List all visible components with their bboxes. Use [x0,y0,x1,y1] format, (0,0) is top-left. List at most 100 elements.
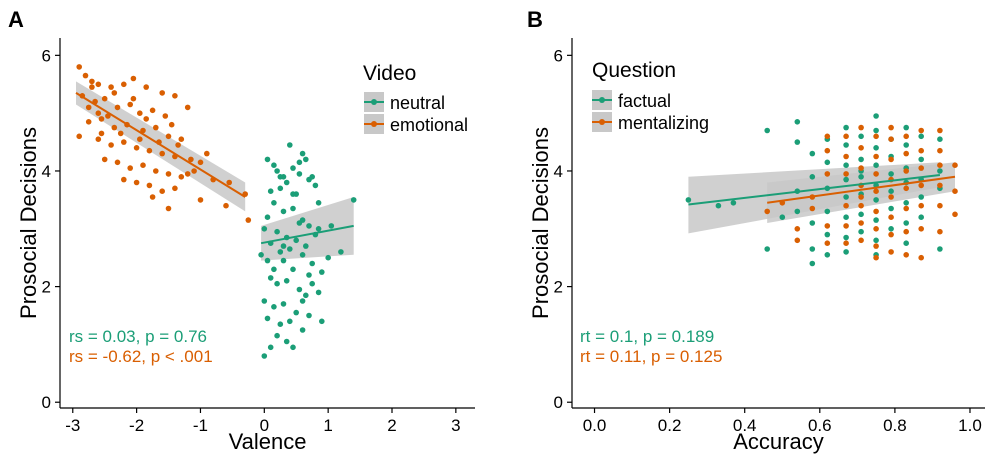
data-point-mentalizing [888,124,894,131]
data-point-emotional [98,116,105,122]
data-point-neutral [290,205,296,212]
legend-b-label-mentalizing: mentalizing [618,113,709,133]
data-point-mentalizing [764,208,770,215]
data-point-factual [730,200,737,206]
data-point-emotional [76,64,82,70]
data-point-neutral [328,223,335,229]
data-point-mentalizing [843,223,849,229]
data-point-factual [843,176,849,183]
data-point-emotional [165,171,172,177]
fit-line-neutral [260,224,354,245]
x-tick-label: 3 [451,416,460,435]
data-point-emotional [76,133,82,140]
data-point-neutral [277,321,284,328]
data-point-mentalizing [903,252,909,258]
data-point-emotional [197,159,204,166]
data-point-mentalizing [937,228,943,235]
data-point-emotional [85,119,92,125]
data-point-neutral [261,226,268,232]
data-point-neutral [264,257,271,264]
data-point-mentalizing [858,165,864,171]
data-point-mentalizing [918,202,924,209]
data-point-mentalizing [903,150,909,157]
panel-a-fit-lines [75,92,354,245]
panel-b-ticks: 0.0 0.2 0.4 0.6 0.8 1.0 0 2 4 6 [554,46,982,435]
data-point-neutral [309,280,316,287]
data-point-emotional [175,142,181,148]
data-point-factual [873,197,879,203]
legend-a-label-emotional: emotional [390,115,468,135]
data-point-mentalizing [873,153,879,160]
x-tick-label: -3 [65,416,80,435]
data-point-factual [843,234,849,241]
data-point-neutral [274,228,280,235]
data-point-neutral [319,269,325,275]
fit-line-factual [688,174,941,206]
data-point-factual [873,217,879,223]
data-point-mentalizing [794,226,801,232]
data-point-factual [873,113,879,119]
data-point-emotional [111,90,118,96]
data-point-factual [779,214,786,220]
y-tick-label: 4 [42,162,51,181]
data-point-neutral [296,286,303,293]
data-point-neutral [280,208,287,215]
data-point-mentalizing [824,133,831,140]
data-point-emotional [223,202,229,209]
data-point-emotional [95,136,102,142]
data-point-neutral [315,289,322,296]
data-point-neutral [296,220,303,226]
data-point-mentalizing [952,211,958,218]
data-point-factual [858,228,864,235]
data-point-factual [873,145,879,151]
data-point-mentalizing [918,254,924,261]
data-point-mentalizing [873,171,879,177]
data-point-factual [903,240,909,246]
data-point-emotional [165,133,172,140]
panel-b-y-label: Prosocial Decisions [528,127,553,319]
data-point-factual [903,220,909,226]
legend-b-label-factual: factual [618,91,671,111]
data-point-mentalizing [873,243,879,249]
data-point-factual [685,197,692,203]
panel-b-legend: Question factual mentalizing [592,59,709,133]
data-point-neutral [299,150,306,157]
data-point-neutral [267,344,274,351]
data-point-factual [858,211,864,218]
data-point-mentalizing [873,254,879,261]
data-point-factual [858,156,864,163]
data-point-neutral [319,318,325,325]
fit-line-emotional [75,92,246,198]
data-point-mentalizing [824,171,831,177]
data-point-neutral [290,191,296,197]
data-point-mentalizing [918,226,924,232]
data-point-emotional [133,179,140,186]
legend-b-key-mentalizing [592,112,612,132]
x-tick-label: 1.0 [958,416,982,435]
data-point-neutral [306,312,312,319]
data-point-mentalizing [937,202,943,209]
data-point-neutral [290,344,296,351]
data-point-factual [918,214,924,220]
data-point-neutral [299,298,306,304]
data-point-emotional [105,113,111,119]
data-point-mentalizing [903,185,909,192]
data-point-emotional [226,179,232,186]
data-point-emotional [127,165,133,171]
x-tick-label: 0.6 [808,416,832,435]
data-point-factual [903,124,909,131]
data-point-mentalizing [918,127,924,134]
data-point-factual [715,202,722,209]
data-point-factual [824,231,831,238]
x-tick-label: 0.2 [658,416,682,435]
data-point-emotional [85,104,92,111]
data-point-neutral [290,266,296,273]
data-point-emotional [178,174,185,180]
y-tick-label: 0 [554,393,563,412]
data-point-mentalizing [873,226,879,232]
data-point-mentalizing [888,156,894,163]
data-point-neutral [315,226,322,232]
data-point-mentalizing [843,133,849,140]
panel-a: A -3 -2 -1 0 1 2 3 0 2 4 6 Valence Prosocial Decis… [8,7,475,454]
data-point-emotional [111,124,118,131]
